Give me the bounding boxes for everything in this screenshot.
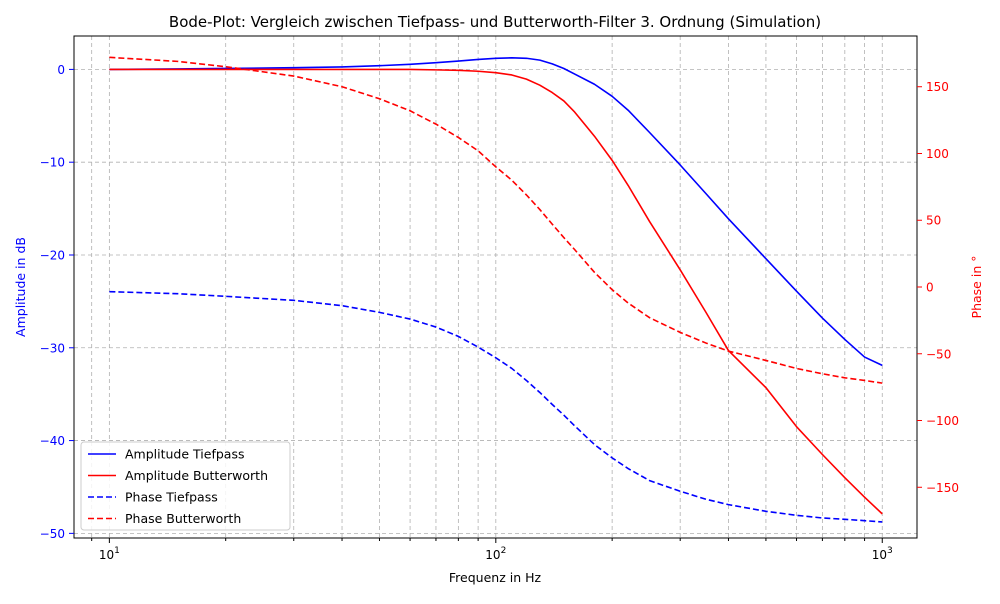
legend-label: Phase Tiefpass xyxy=(125,490,218,505)
y-left-tick-label: 0 xyxy=(57,63,65,77)
y-left-tick-label: −30 xyxy=(40,341,65,355)
legend-box xyxy=(80,441,291,531)
x-tick-label: 103 xyxy=(872,546,893,562)
y-left-axis-label: Amplitude in dB xyxy=(13,237,28,337)
series-line-amplitude-tiefpass xyxy=(109,57,883,367)
series-layer xyxy=(109,56,883,523)
legend-label: Amplitude Butterworth xyxy=(125,468,268,483)
y-right-tick-label: −50 xyxy=(926,347,951,361)
y-left-tick-label: −20 xyxy=(40,248,65,262)
y-right-tick-label: −150 xyxy=(926,481,959,495)
y-right-tick-label: 0 xyxy=(926,281,934,295)
y-right-tick-label: 100 xyxy=(926,147,949,161)
y-left-tick-label: −50 xyxy=(40,527,65,541)
y-left-tick-label: −10 xyxy=(40,156,65,170)
axis-layer: 0 −10 −20 −30 −40 −50 150 100 50 0 −50 −100 −150 101 1… xyxy=(40,63,959,562)
y-right-axis-label: Phase in ° xyxy=(969,256,984,319)
x-tick-label: 102 xyxy=(485,546,506,562)
series-line-amplitude-butterworth xyxy=(109,68,883,515)
legend-label: Amplitude Tiefpass xyxy=(125,447,244,462)
legend-label: Phase Butterworth xyxy=(125,511,241,526)
chart-title: Bode-Plot: Vergleich zwischen Tiefpass- … xyxy=(169,13,821,31)
y-right-tick-label: −100 xyxy=(926,414,959,428)
y-right-tick-label: 50 xyxy=(926,214,941,228)
x-axis-label: Frequenz in Hz xyxy=(449,570,542,585)
y-left-tick-label: −40 xyxy=(40,434,65,448)
series-line-phase-butterworth xyxy=(109,56,883,384)
x-tick-label: 101 xyxy=(99,546,120,562)
grid-layer xyxy=(74,36,917,538)
legend: Amplitude Tiefpass Amplitude Butterworth P… xyxy=(80,441,291,531)
series-line-phase-tiefpass xyxy=(109,290,883,523)
y-right-tick-label: 150 xyxy=(926,80,949,94)
